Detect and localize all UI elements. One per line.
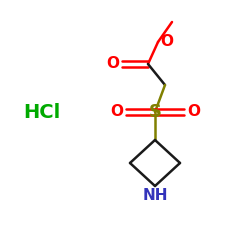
Text: NH: NH <box>142 188 168 203</box>
Text: O: O <box>106 56 119 72</box>
Text: O: O <box>187 104 200 120</box>
Text: S: S <box>148 103 162 121</box>
Text: O: O <box>160 34 173 50</box>
Text: O: O <box>110 104 123 120</box>
Text: HCl: HCl <box>24 102 60 122</box>
